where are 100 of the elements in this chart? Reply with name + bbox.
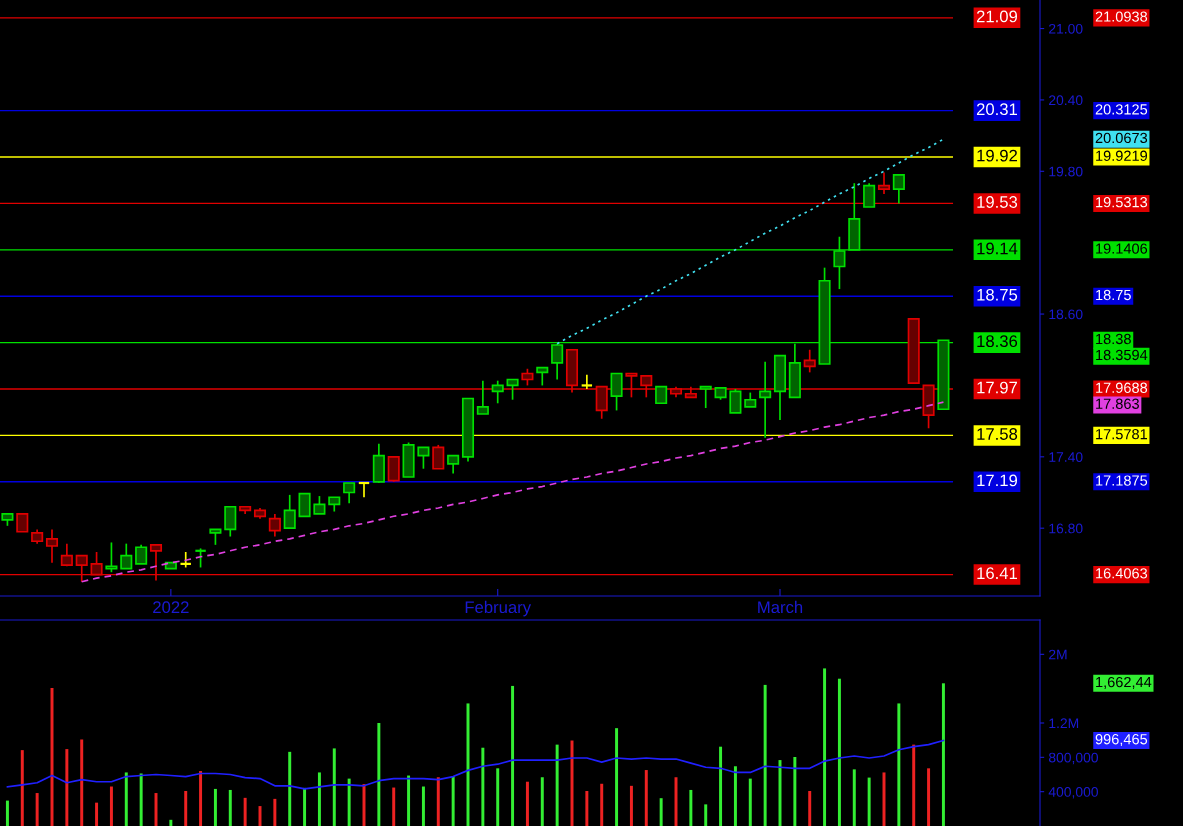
bar bbox=[555, 744, 559, 826]
text: 20.0673 bbox=[1095, 132, 1148, 144]
bar bbox=[451, 776, 455, 826]
candlestick bbox=[580, 373, 594, 390]
bar bbox=[659, 798, 663, 826]
bar bbox=[243, 797, 247, 826]
line-series bbox=[6, 739, 945, 790]
candlestick bbox=[432, 444, 445, 470]
bar bbox=[347, 778, 351, 826]
bar bbox=[912, 744, 916, 826]
bar bbox=[317, 772, 321, 826]
ref-line-label: 20.31 bbox=[976, 103, 1018, 116]
candlestick bbox=[298, 492, 311, 518]
text: 1,662,44 bbox=[1096, 676, 1152, 689]
bar bbox=[733, 766, 737, 826]
bar bbox=[109, 786, 113, 826]
bar bbox=[95, 802, 99, 826]
bar bbox=[763, 684, 767, 826]
candlestick bbox=[803, 348, 816, 374]
bar bbox=[124, 772, 128, 826]
candlestick bbox=[45, 528, 59, 564]
y-tick-label: 19.80 bbox=[1049, 166, 1083, 177]
bar bbox=[927, 768, 931, 826]
bar bbox=[303, 787, 307, 826]
text: 17.5781 bbox=[1096, 428, 1147, 440]
x-tick-label: March bbox=[758, 600, 803, 614]
bar bbox=[704, 804, 708, 826]
ref-line-label: 21.09 bbox=[976, 10, 1018, 23]
bar bbox=[169, 819, 173, 826]
text: 19.5313 bbox=[1096, 197, 1148, 208]
bar bbox=[585, 790, 589, 826]
bar bbox=[867, 777, 871, 826]
candlestick bbox=[506, 378, 519, 401]
bar bbox=[897, 703, 901, 826]
y-tick-label: 1.2M bbox=[1049, 718, 1079, 729]
ref-line-label: 19.14 bbox=[977, 242, 1018, 255]
text: 19.1406 bbox=[1096, 243, 1148, 254]
bar bbox=[481, 747, 485, 826]
candlestick bbox=[417, 446, 430, 470]
bar bbox=[496, 768, 500, 826]
text: 19.9219 bbox=[1096, 150, 1148, 161]
line-series bbox=[80, 401, 945, 583]
candlestick bbox=[759, 360, 772, 439]
ref-line-label: 17.97 bbox=[977, 381, 1017, 394]
y-tick-label: 17.40 bbox=[1049, 452, 1083, 462]
candlestick bbox=[268, 513, 281, 538]
bar bbox=[615, 728, 619, 826]
bar bbox=[837, 678, 841, 826]
ref-line-label: 16.41 bbox=[977, 567, 1018, 580]
bar bbox=[689, 789, 693, 826]
candlestick bbox=[387, 455, 400, 483]
bar bbox=[407, 775, 411, 826]
y-tick-label: 20.40 bbox=[1049, 95, 1083, 106]
bar bbox=[793, 756, 797, 826]
bar bbox=[332, 748, 336, 826]
candlestick bbox=[729, 388, 742, 414]
bar bbox=[80, 739, 84, 826]
ref-line-label: 18.75 bbox=[977, 288, 1018, 301]
candlestick bbox=[194, 547, 207, 569]
text: 21.0938 bbox=[1095, 11, 1148, 22]
text: 16.4063 bbox=[1096, 568, 1148, 579]
bar bbox=[20, 750, 24, 826]
y-tick-label: 21.00 bbox=[1049, 23, 1083, 34]
candlestick bbox=[105, 541, 118, 574]
bar bbox=[748, 778, 752, 826]
ref-line-label: 18.36 bbox=[977, 335, 1018, 348]
candlestick bbox=[343, 482, 356, 505]
ref-line-label: 17.58 bbox=[977, 428, 1018, 440]
bar bbox=[288, 751, 292, 826]
bar bbox=[823, 668, 827, 826]
x-tick-label: February bbox=[465, 600, 532, 617]
candlestick bbox=[224, 505, 237, 538]
bar bbox=[436, 777, 440, 826]
bar bbox=[184, 790, 188, 826]
y-tick-label: 400,000 bbox=[1048, 787, 1098, 799]
bar bbox=[719, 746, 723, 826]
bar bbox=[35, 793, 39, 826]
text: 17.863 bbox=[1096, 398, 1139, 409]
bar bbox=[5, 800, 9, 826]
bar bbox=[852, 769, 856, 826]
bar bbox=[421, 786, 425, 826]
y-tick-label: 16.80 bbox=[1049, 523, 1083, 534]
text: 20.3125 bbox=[1095, 104, 1148, 115]
bar bbox=[941, 683, 945, 826]
candlestick bbox=[283, 494, 296, 530]
text: 18.75 bbox=[1096, 289, 1131, 301]
text: 996,465 bbox=[1095, 734, 1148, 747]
y-tick-label: 2M bbox=[1049, 649, 1067, 660]
y-tick-label: 800,000 bbox=[1048, 752, 1098, 765]
ref-line-label: 19.53 bbox=[977, 196, 1018, 208]
candlestick bbox=[135, 544, 148, 565]
text: 18.3594 bbox=[1096, 349, 1148, 361]
bar bbox=[273, 798, 277, 826]
bar bbox=[392, 787, 396, 826]
y-tick-label: 18.60 bbox=[1049, 309, 1083, 320]
text: 17.1875 bbox=[1096, 475, 1148, 486]
candlestick bbox=[610, 372, 623, 412]
ref-line-label: 19.92 bbox=[977, 149, 1017, 162]
bar bbox=[600, 783, 604, 826]
text: 17.9688 bbox=[1096, 382, 1148, 393]
